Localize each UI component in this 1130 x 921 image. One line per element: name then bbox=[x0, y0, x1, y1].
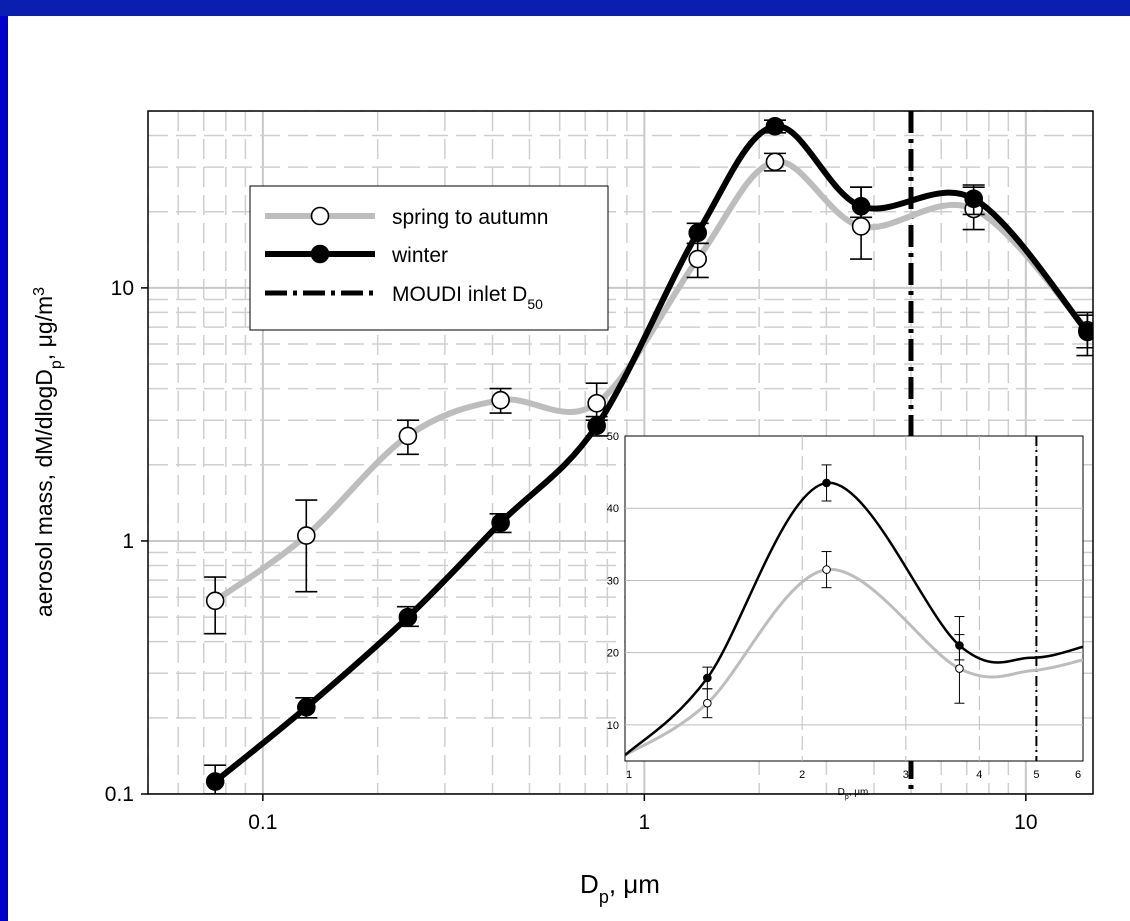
data-point bbox=[964, 189, 983, 209]
main-series bbox=[204, 117, 1093, 794]
legend-item: MOUDI inlet D50 bbox=[265, 283, 543, 312]
inset-x-tick-label: 3 bbox=[903, 769, 909, 781]
x-axis-title: Dp, μm bbox=[580, 869, 660, 907]
legend-item: winter bbox=[265, 244, 448, 267]
inset-x-tick-label: 2 bbox=[799, 769, 805, 781]
inset-y-tick-label: 50 bbox=[607, 431, 619, 443]
data-point bbox=[297, 526, 316, 545]
inset-data-point bbox=[703, 673, 712, 683]
legend-swatch-marker bbox=[310, 206, 330, 226]
main-plot-frame bbox=[147, 110, 1094, 795]
inset-data-point bbox=[955, 664, 964, 673]
title-banner bbox=[0, 0, 1130, 16]
data-point bbox=[587, 416, 606, 436]
inset-data-point bbox=[703, 698, 712, 708]
legend-label: MOUDI inlet D50 bbox=[392, 283, 543, 312]
data-point bbox=[851, 217, 871, 236]
inset-data-point bbox=[822, 478, 831, 488]
inset-axis-ticks: 1 2 3 4 5 6 10 20 30 40 50 bbox=[607, 431, 1081, 781]
y-tick-label: 1 bbox=[122, 530, 134, 553]
inset-y-tick-label: 10 bbox=[607, 720, 619, 732]
data-point bbox=[765, 117, 785, 136]
data-point bbox=[398, 426, 418, 446]
legend-label: winter bbox=[391, 244, 448, 267]
data-point bbox=[765, 152, 785, 172]
legend-label: spring to autumn bbox=[392, 206, 548, 229]
inset-y-tick-label: 30 bbox=[607, 575, 619, 587]
inset-data-point bbox=[955, 641, 964, 650]
legend: spring to autumn winter MOUDI inlet D50 bbox=[249, 185, 609, 331]
x-tick-label: 0.1 bbox=[248, 811, 277, 834]
legend-item: spring to autumn bbox=[265, 206, 548, 229]
data-point bbox=[205, 591, 225, 611]
data-point bbox=[205, 772, 225, 791]
data-point bbox=[587, 393, 606, 413]
data-point bbox=[688, 223, 707, 243]
legend-box bbox=[249, 185, 609, 331]
inset-frame bbox=[624, 435, 1084, 762]
data-point bbox=[297, 698, 316, 717]
data-point bbox=[688, 249, 707, 269]
main-axis-ticks: 0.1 1 10 0.1 1 10 bbox=[105, 277, 1038, 834]
y-tick-label: 0.1 bbox=[105, 783, 134, 806]
series-winter bbox=[204, 117, 1093, 794]
y-axis-title: aerosol mass, dM/dlogDp, μg/m3 bbox=[31, 287, 65, 617]
data-point bbox=[851, 197, 871, 216]
inset-y-tick-label: 20 bbox=[607, 648, 619, 660]
legend-swatch-marker bbox=[310, 244, 330, 264]
inset-series-winter bbox=[625, 464, 1083, 757]
inset-series bbox=[625, 436, 1083, 761]
inset-x-tick-label: 4 bbox=[976, 769, 982, 781]
inset-x-axis-title: Dp, μm bbox=[838, 787, 869, 801]
inset-x-tick-label: 1 bbox=[626, 769, 632, 781]
inset-x-tick-label: 5 bbox=[1033, 769, 1039, 781]
data-point bbox=[491, 390, 510, 410]
inset-y-tick-label: 40 bbox=[607, 503, 619, 515]
inset-data-point bbox=[822, 565, 831, 574]
data-point bbox=[491, 513, 510, 533]
data-point bbox=[398, 607, 418, 627]
series-line bbox=[213, 158, 1090, 604]
y-tick-label: 10 bbox=[111, 277, 134, 300]
data-point bbox=[1078, 322, 1093, 342]
inset-x-tick-label: 6 bbox=[1075, 769, 1081, 781]
x-tick-label: 1 bbox=[638, 811, 650, 834]
x-tick-label: 10 bbox=[1014, 811, 1037, 834]
series-line bbox=[213, 123, 1090, 784]
